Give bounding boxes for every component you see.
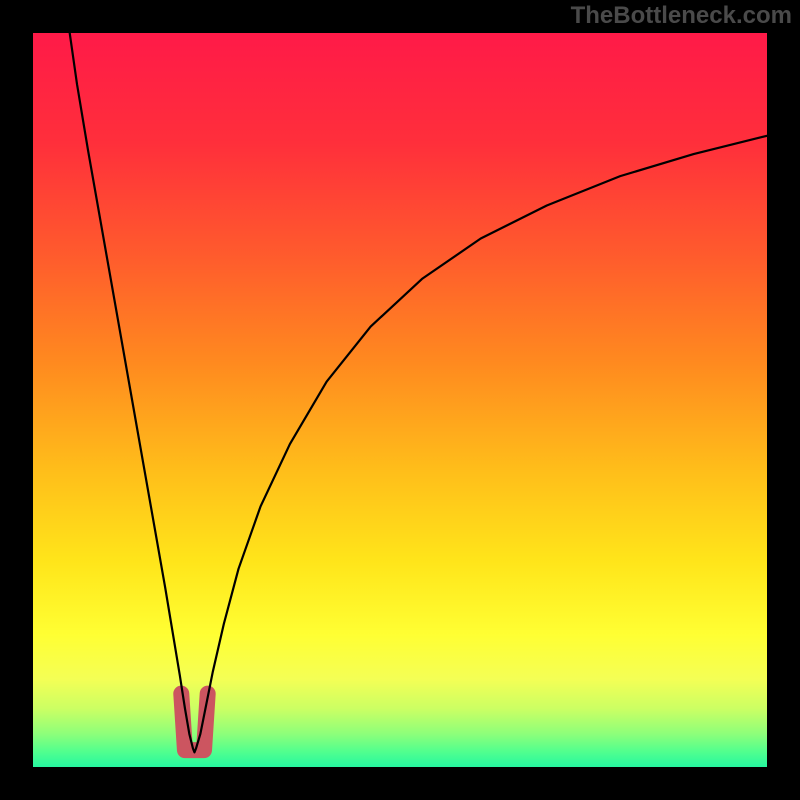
bottleneck-chart <box>0 0 800 800</box>
plot-background <box>33 33 767 767</box>
figure-container: TheBottleneck.com <box>0 0 800 800</box>
watermark-text: TheBottleneck.com <box>571 2 792 30</box>
